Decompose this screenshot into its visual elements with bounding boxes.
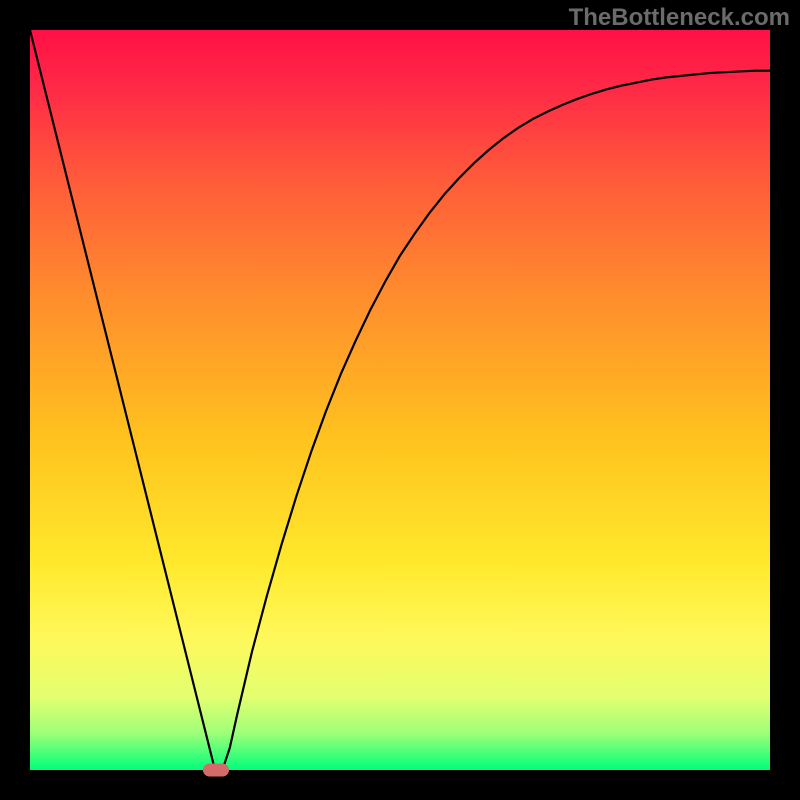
chart-container: TheBottleneck.com bbox=[0, 0, 800, 800]
optimal-marker bbox=[203, 764, 229, 777]
bottleneck-curve bbox=[30, 30, 770, 770]
watermark-text: TheBottleneck.com bbox=[569, 4, 790, 32]
curve-layer bbox=[30, 30, 770, 770]
plot-area bbox=[30, 30, 770, 770]
